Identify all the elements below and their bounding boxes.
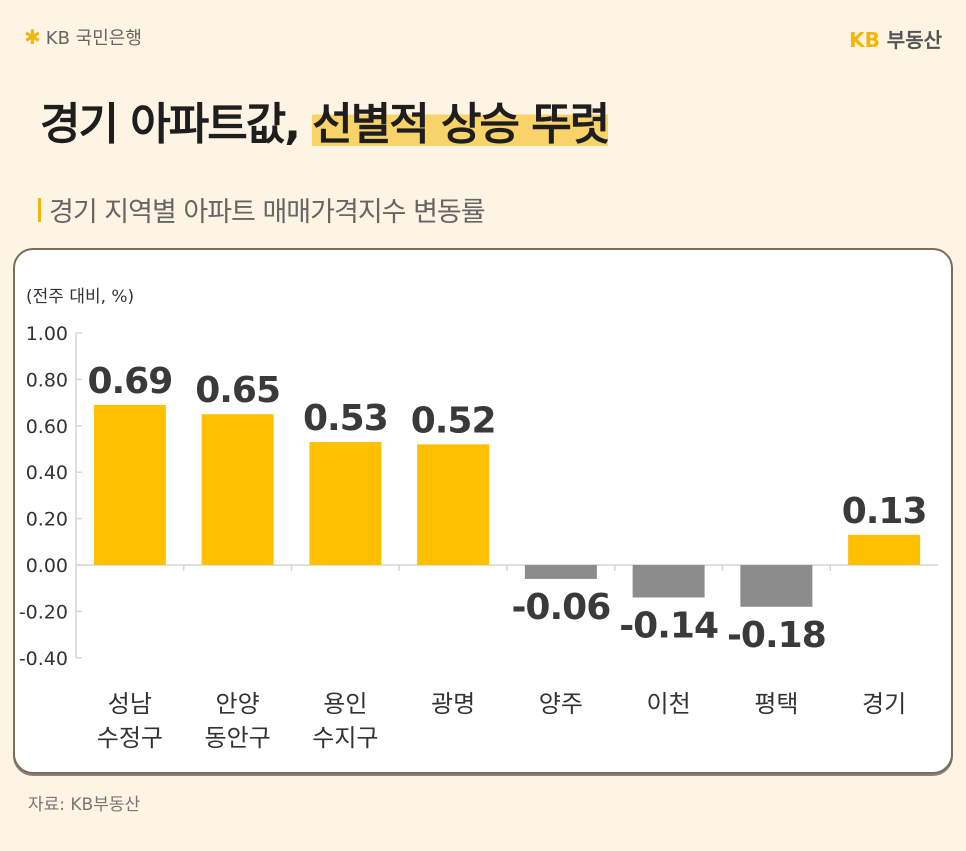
x-category-label: 광명 bbox=[431, 690, 475, 718]
title-highlight: 선별적 상승 뚜렷 bbox=[312, 99, 610, 150]
data-label: 0.69 bbox=[87, 361, 172, 402]
subtitle-text: 경기 지역별 아파트 매매가격지수 변동률 bbox=[49, 197, 486, 228]
y-tick-label: 0.80 bbox=[26, 369, 68, 391]
unit-label: (전주 대비, %) bbox=[26, 287, 134, 307]
kb-kookmin-bank-logo: ✱ KB 국민은행 bbox=[24, 24, 142, 50]
x-category-label: 성남 수정구 bbox=[97, 690, 163, 752]
bar bbox=[632, 565, 705, 598]
y-tick-label: 0.00 bbox=[26, 555, 68, 577]
brand-kb: KB bbox=[849, 28, 880, 52]
brand-name: 부동산 bbox=[886, 28, 942, 52]
x-category-label: 경기 bbox=[862, 690, 906, 718]
kb-realestate-logo: KB 부동산 bbox=[849, 24, 942, 53]
data-label: 0.13 bbox=[842, 491, 927, 532]
bar bbox=[309, 442, 382, 565]
y-tick-label: -0.20 bbox=[19, 601, 68, 623]
bar bbox=[93, 404, 166, 565]
source-note: 자료: KB부동산 bbox=[28, 795, 141, 815]
x-category-label: 양주 bbox=[539, 690, 583, 718]
x-category-label: 안양 동안구 bbox=[205, 690, 271, 752]
bar bbox=[524, 565, 597, 579]
bar bbox=[848, 534, 921, 565]
data-label: 0.65 bbox=[195, 370, 280, 411]
x-category-label: 평택 bbox=[754, 690, 798, 718]
x-category-label: 이천 bbox=[647, 690, 691, 718]
y-tick-label: 0.40 bbox=[26, 462, 68, 484]
bank-logo-text: KB 국민은행 bbox=[45, 28, 142, 49]
subtitle-accent-bar bbox=[38, 197, 41, 222]
page-title: 경기 아파트값, 선별적 상승 뚜렷 bbox=[40, 88, 610, 152]
bar bbox=[417, 444, 490, 565]
chart-subtitle: 경기 지역별 아파트 매매가격지수 변동률 bbox=[38, 190, 486, 229]
title-plain: 경기 아파트값, bbox=[40, 99, 301, 150]
data-label: 0.53 bbox=[303, 398, 388, 439]
data-label: -0.18 bbox=[727, 615, 826, 656]
x-category-label: 용인 수지구 bbox=[312, 690, 378, 752]
y-tick-label: 0.60 bbox=[26, 416, 68, 438]
bar bbox=[201, 414, 274, 565]
y-tick-label: -0.40 bbox=[19, 648, 68, 670]
data-label: -0.14 bbox=[619, 605, 718, 646]
bar bbox=[740, 565, 813, 607]
data-label: -0.06 bbox=[511, 587, 610, 628]
y-tick-label: 0.20 bbox=[26, 509, 68, 531]
y-tick-label: 1.00 bbox=[26, 323, 68, 345]
data-label: 0.52 bbox=[411, 400, 496, 441]
kb-star-icon: ✱ bbox=[24, 25, 41, 49]
